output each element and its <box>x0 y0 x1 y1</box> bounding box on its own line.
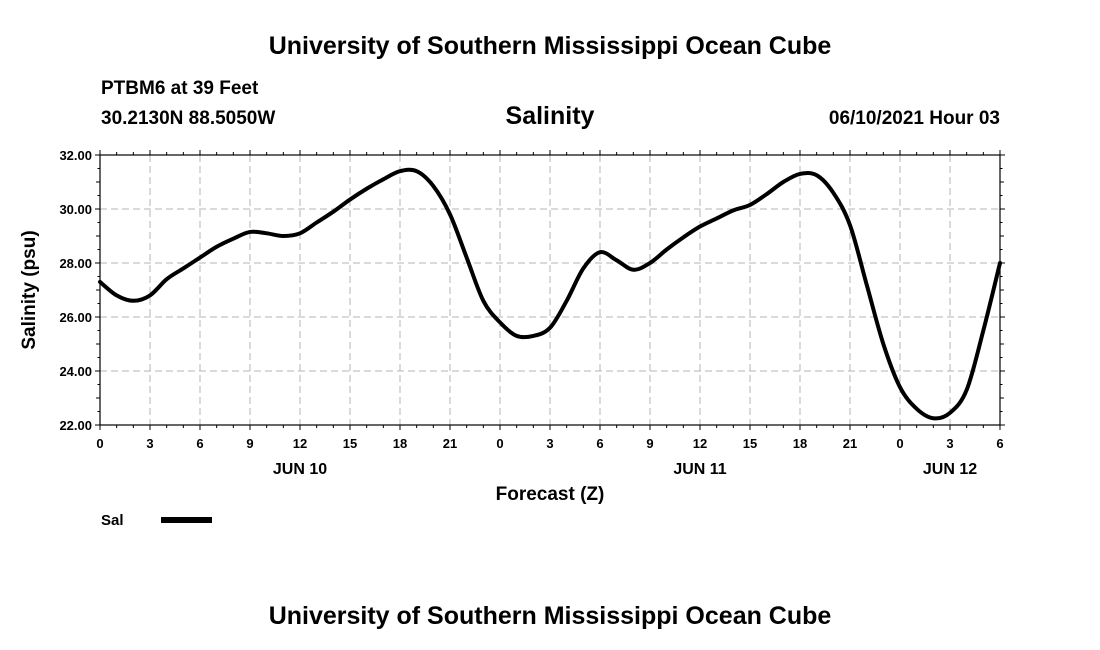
y-tick-label: 22.00 <box>59 418 92 433</box>
y-tick-labels: 22.00 24.00 26.00 28.00 30.00 32.00 <box>59 148 92 433</box>
y-tick-label: 26.00 <box>59 310 92 325</box>
y-tick-label: 30.00 <box>59 202 92 217</box>
station-label: PTBM6 at 39 Feet <box>101 78 259 99</box>
x-tick-label: 3 <box>546 436 553 451</box>
x-tick-label: 6 <box>196 436 203 451</box>
x-tick-label: 12 <box>293 436 307 451</box>
salinity-series-line <box>98 167 1002 421</box>
x-tick-label: 12 <box>693 436 707 451</box>
header-title: University of Southern Mississippi Ocean… <box>269 32 832 60</box>
x-tick-label: 6 <box>596 436 603 451</box>
chart-title: Salinity <box>506 102 595 130</box>
x-axis-label: Forecast (Z) <box>496 484 605 505</box>
x-tick-label: 0 <box>496 436 503 451</box>
day-labels: JUN 10 JUN 11 JUN 12 <box>273 461 977 478</box>
day-label: JUN 10 <box>273 461 327 478</box>
x-tick-label: 9 <box>646 436 653 451</box>
x-tick-label: 18 <box>393 436 407 451</box>
x-tick-label: 0 <box>96 436 103 451</box>
grid-lines <box>100 155 1000 425</box>
x-tick-label: 3 <box>146 436 153 451</box>
x-tick-label: 0 <box>896 436 903 451</box>
x-tick-label: 21 <box>843 436 857 451</box>
timestamp-label: 06/10/2021 Hour 03 <box>829 108 1000 129</box>
x-tick-label: 18 <box>793 436 807 451</box>
x-tick-label: 6 <box>996 436 1003 451</box>
y-axis-label: Salinity (psu) <box>19 230 40 349</box>
x-tick-label: 3 <box>946 436 953 451</box>
legend-label: Sal <box>101 512 124 529</box>
x-tick-label: 21 <box>443 436 457 451</box>
axis-ticks <box>95 150 1005 430</box>
y-tick-label: 28.00 <box>59 256 92 271</box>
footer-title: University of Southern Mississippi Ocean… <box>269 602 832 630</box>
x-tick-labels: 0 3 6 9 12 15 18 21 0 3 6 9 12 15 18 21 0 3 6 <box>96 436 1003 451</box>
x-tick-label: 9 <box>246 436 253 451</box>
y-tick-label: 32.00 <box>59 148 92 163</box>
x-tick-label: 15 <box>343 436 357 451</box>
x-tick-label: 15 <box>743 436 757 451</box>
day-label: JUN 11 <box>673 461 726 478</box>
y-tick-label: 24.00 <box>59 364 92 379</box>
day-label: JUN 12 <box>923 461 977 478</box>
coordinates-label: 30.2130N 88.5050W <box>101 108 275 129</box>
